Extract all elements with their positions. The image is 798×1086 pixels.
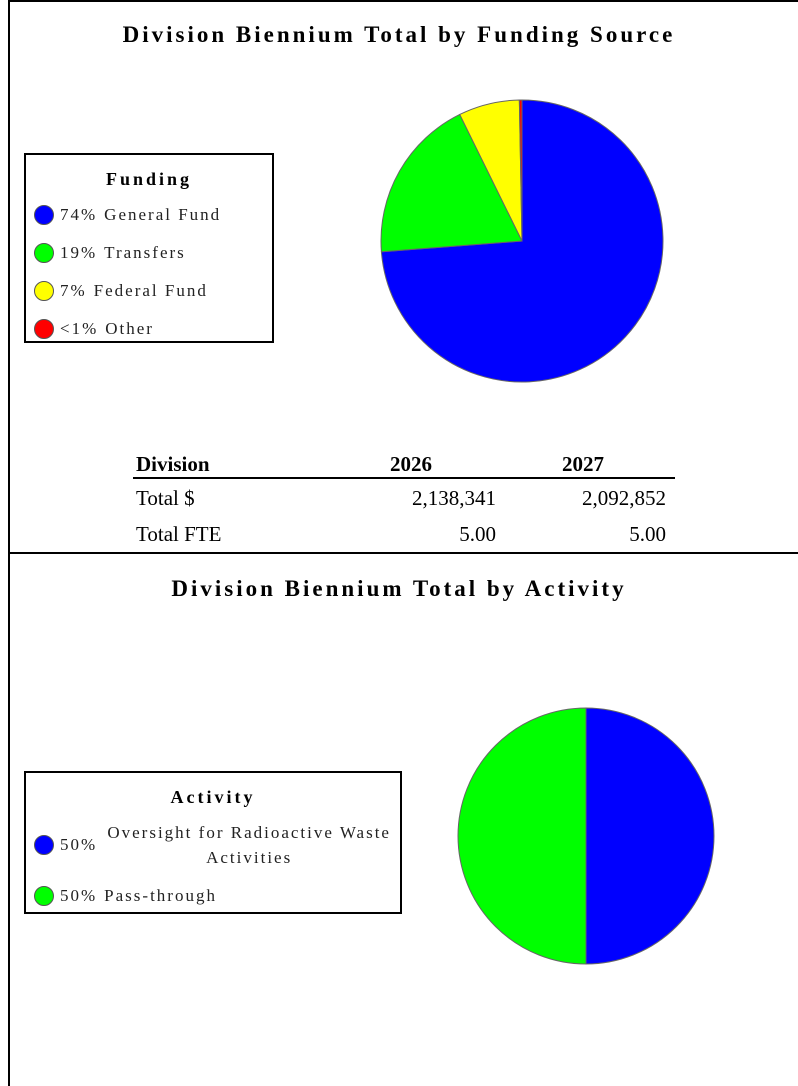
pie-slice bbox=[585, 707, 715, 965]
chart-title: Division Biennium Total by Funding Sourc… bbox=[122, 22, 676, 47]
legend: Funding 74% General Fund 19% Transfers 7% Fed… bbox=[24, 153, 274, 343]
legend-item: 7% Federal Fund bbox=[34, 278, 272, 303]
frame-top bbox=[8, 0, 798, 554]
legend-item: <1% Other bbox=[34, 316, 272, 341]
legend-title: Funding bbox=[105, 169, 193, 189]
legend-value: 50% bbox=[60, 885, 98, 905]
legend-value: <1% bbox=[60, 318, 99, 338]
legend-label: Federal Fund bbox=[93, 281, 208, 300]
legend-label: Transfers bbox=[104, 243, 186, 262]
pie-slice bbox=[518, 99, 523, 242]
table-cell: 5.00 bbox=[629, 522, 666, 546]
pie-slice bbox=[457, 707, 587, 965]
legend-label: Oversight for Radioactive Waste Activiti… bbox=[107, 823, 391, 867]
table-cell: Total $ bbox=[136, 486, 195, 510]
legend-swatch bbox=[34, 885, 54, 906]
legend-item: 74% General Fund bbox=[34, 202, 272, 227]
legend-swatch bbox=[34, 835, 54, 855]
chart-title: Division Biennium Total by Activity bbox=[171, 576, 627, 601]
legend-swatch bbox=[34, 318, 54, 339]
table-header: 2026 bbox=[390, 452, 432, 476]
legend: Activity 50% Oversight for Radioactive Wa… bbox=[24, 771, 402, 914]
legend-value: 7% bbox=[60, 280, 87, 300]
table-cell: Total FTE bbox=[136, 522, 222, 546]
legend-swatch bbox=[34, 242, 54, 263]
frame-left bbox=[8, 552, 10, 1086]
table-header: Division bbox=[136, 452, 210, 476]
table-cell: 5.00 bbox=[459, 522, 496, 546]
table-header: 2027 bbox=[562, 452, 604, 476]
table-cell: 2,092,852 bbox=[582, 486, 666, 510]
table-rule bbox=[133, 477, 675, 479]
legend-swatch bbox=[34, 280, 54, 301]
legend-value: 74% bbox=[60, 204, 98, 224]
pie-slice bbox=[380, 113, 523, 253]
legend-item: 19% Transfers bbox=[34, 240, 272, 265]
legend-label: Pass-through bbox=[104, 886, 217, 905]
legend-item: 50% Pass-through bbox=[34, 883, 400, 908]
legend-title: Activity bbox=[170, 787, 256, 807]
table-cell: 2,138,341 bbox=[412, 486, 496, 510]
legend-swatch bbox=[34, 204, 54, 225]
legend-item: 50% Oversight for Radioactive Waste Activ… bbox=[34, 820, 400, 870]
legend-label: Other bbox=[105, 319, 154, 338]
legend-value: 19% bbox=[60, 242, 98, 262]
legend-label: General Fund bbox=[104, 205, 222, 224]
legend-value: 50% bbox=[60, 835, 98, 854]
